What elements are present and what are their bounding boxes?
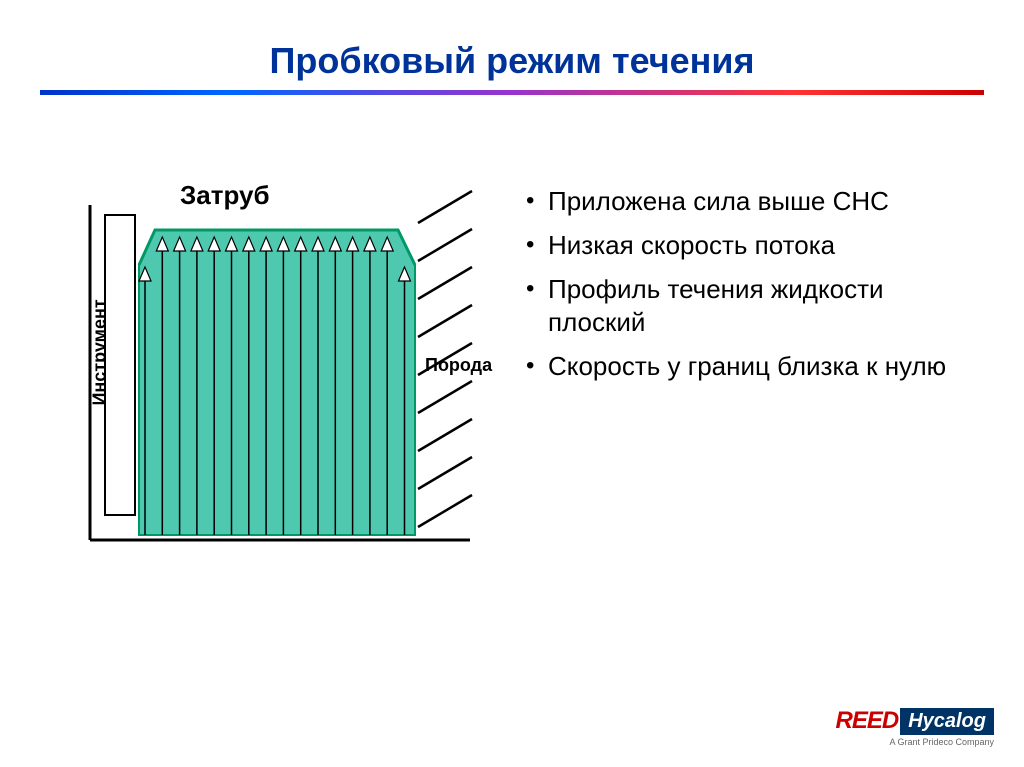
bullet-list-container: Приложена сила выше СНС Низкая скорость п… [520, 175, 984, 555]
bullet-item: Приложена сила выше СНС [520, 185, 984, 219]
logo-tagline: A Grant Prideco Company [836, 737, 995, 747]
bullet-item: Низкая скорость потока [520, 229, 984, 263]
title-underline [40, 90, 984, 95]
content-row: Затруб Инструмент Порода Приложена сила … [40, 175, 984, 555]
diagram-container: Затруб Инструмент Порода [40, 175, 500, 555]
company-logo: REED Hycalog A Grant Prideco Company [836, 707, 995, 747]
logo-brand-reed: REED [836, 707, 899, 735]
bullet-item: Профиль течения жидкости плоский [520, 273, 984, 341]
bullet-list: Приложена сила выше СНС Низкая скорость п… [520, 185, 984, 384]
flow-diagram [40, 175, 500, 555]
logo-brand-hycalog: Hycalog [900, 708, 994, 735]
bullet-item: Скорость у границ близка к нулю [520, 350, 984, 384]
slide-title: Пробковый режим течения [40, 40, 984, 82]
